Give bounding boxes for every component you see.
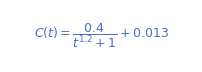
- Text: $\mathit{C}(\mathit{t}) = \dfrac{0.4}{\mathit{t}^{1.2} + 1} + 0.013$: $\mathit{C}(\mathit{t}) = \dfrac{0.4}{\m…: [34, 22, 168, 50]
